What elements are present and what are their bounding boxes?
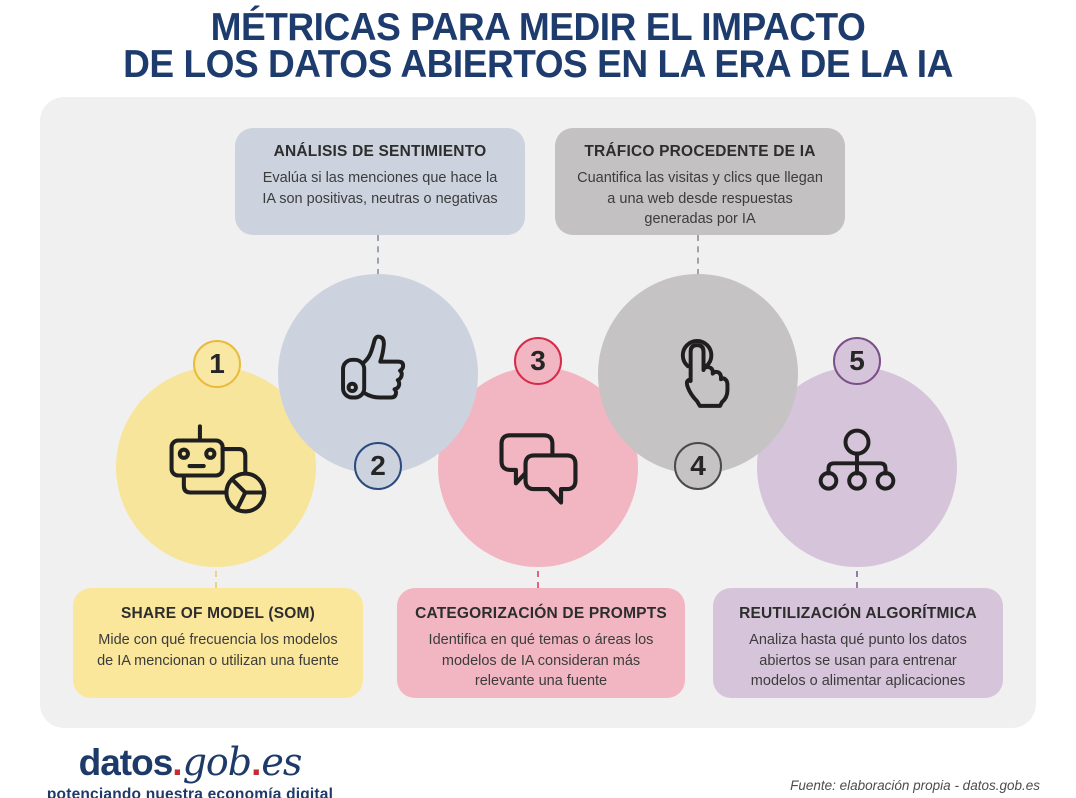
step-number-badge-5: 5 (833, 337, 881, 385)
logo-tagline: potenciando nuestra economía digital (46, 786, 334, 798)
step-number-badge-3: 3 (514, 337, 562, 385)
connector-line-3 (537, 560, 539, 588)
card-heading: TRÁFICO PROCEDENTE DE IA (584, 143, 816, 160)
logo-text-gob: gob (182, 740, 253, 784)
card-share-of-model: SHARE OF MODEL (SOM) Mide con qué frecue… (73, 588, 363, 698)
hierarchy-icon (818, 428, 896, 491)
connector-line-2 (377, 235, 379, 275)
step-number: 4 (690, 450, 706, 481)
metric-circle-4 (598, 274, 798, 474)
card-description: Identifica en qué temas o áreas los mode… (428, 632, 654, 689)
card-description: Evalúa si las menciones que hace la IA s… (262, 170, 498, 207)
tap-click-icon (680, 339, 730, 408)
step-number-badge-2: 2 (354, 442, 402, 490)
step-number-badge-1: 1 (193, 340, 241, 388)
logo-red-dot: . (172, 742, 183, 783)
connector-line-5 (856, 560, 858, 588)
card-reutilizacion-algoritmica: REUTILIZACIÓN ALGORÍTMICA Analiza hasta … (713, 588, 1003, 698)
card-heading: SHARE OF MODEL (SOM) (120, 605, 316, 622)
logo-red-dot: . (251, 742, 262, 783)
logo-text-datos: datos (78, 742, 174, 783)
card-trafico-procedente-de-ia: TRÁFICO PROCEDENTE DE IA Cuantifica las … (555, 128, 845, 235)
page-title: MÉTRICAS PARA MEDIR EL IMPACTO DE LOS DA… (27, 6, 1049, 86)
datos-gob-es-logo: datos.gob.es (30, 740, 350, 784)
metric-circle-2 (278, 274, 478, 474)
connector-line-1 (215, 560, 217, 588)
footer-logo-block: datos.gob.es potenciando nuestra economí… (30, 740, 350, 798)
card-categorizacion-de-prompts: CATEGORIZACIÓN DE PROMPTS Identifica en … (397, 588, 685, 698)
card-description: Cuantifica las visitas y clics que llega… (577, 170, 823, 227)
card-description: Analiza hasta qué punto los datos abiert… (749, 632, 967, 689)
title-line-2: DE LOS DATOS ABIERTOS EN LA ERA DE LA IA (123, 43, 953, 86)
step-number: 5 (849, 345, 865, 376)
source-attribution: Fuente: elaboración propia - datos.gob.e… (790, 778, 1040, 793)
chat-bubbles-icon (499, 433, 578, 505)
step-number: 1 (209, 348, 225, 379)
card-analisis-de-sentimiento: ANÁLISIS DE SENTIMIENTO Evalúa si las me… (235, 128, 525, 235)
connector-line-4 (697, 235, 699, 275)
step-number: 2 (370, 450, 386, 481)
card-heading: CATEGORIZACIÓN DE PROMPTS (415, 605, 667, 622)
card-heading: ANÁLISIS DE SENTIMIENTO (273, 143, 487, 160)
card-heading: REUTILIZACIÓN ALGORÍTMICA (739, 605, 977, 622)
step-number: 3 (530, 345, 546, 376)
card-description: Mide con qué frecuencia los modelos de I… (97, 632, 339, 669)
step-number-badge-4: 4 (674, 442, 722, 490)
logo-text-es: es (261, 740, 302, 784)
thumbs-up-icon (341, 334, 406, 400)
robot-pie-chart-icon (169, 424, 267, 514)
title-line-1: MÉTRICAS PARA MEDIR EL IMPACTO (210, 6, 866, 49)
